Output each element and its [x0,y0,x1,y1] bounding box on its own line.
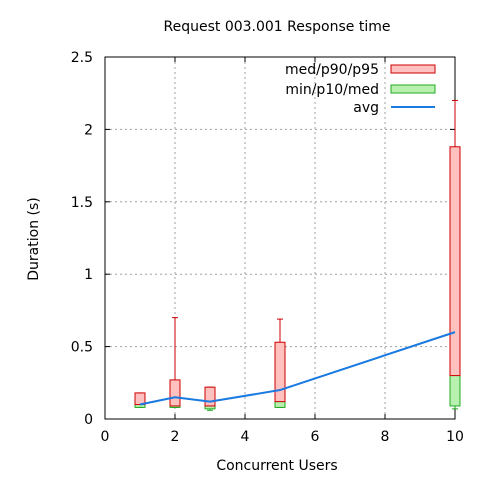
x-tick-label: 6 [311,429,320,445]
y-tick-label: 1 [84,267,93,283]
legend-label: med/p90/p95 [285,62,379,78]
y-tick-label: 2.5 [71,50,93,66]
boxes [134,99,461,411]
x-axis-label: Concurrent Users [216,458,337,474]
legend-label: avg [353,100,379,116]
upper-box [169,379,181,407]
box-group [169,317,181,408]
upper-box [449,146,461,377]
box-group [274,318,286,408]
upper-box [134,392,146,406]
avg-layer [139,331,456,406]
y-axis-label: Duration (s) [26,197,42,280]
legend: med/p90/p95 min/p10/med avg [285,62,436,116]
x-tick-label: 10 [446,429,464,445]
box-group [204,386,216,411]
y-tick-label: 0 [84,412,93,428]
x-tick-label: 0 [101,429,110,445]
chart-title: Request 003.001 Response time [164,19,391,35]
x-tick-label: 4 [241,429,250,445]
x-tick-label: 8 [381,429,390,445]
upper-box [274,341,286,403]
y-tick-label: 0.5 [71,340,93,356]
upper-box [204,386,216,407]
box-group [449,99,461,410]
box-group [134,392,146,408]
legend-label: min/p10/med [285,82,379,98]
x-tick-label: 2 [171,429,180,445]
y-tick-label: 1.5 [71,195,93,211]
lower-box [274,401,286,408]
legend-swatch-upper [390,64,436,74]
avg-line [139,331,456,406]
legend-swatch-lower [390,84,436,94]
y-tick-label: 2 [84,122,93,138]
lower-box [449,375,461,407]
ticks: 0 2 4 6 8 10 0 0.5 1 1.5 2 2.5 [71,50,464,445]
